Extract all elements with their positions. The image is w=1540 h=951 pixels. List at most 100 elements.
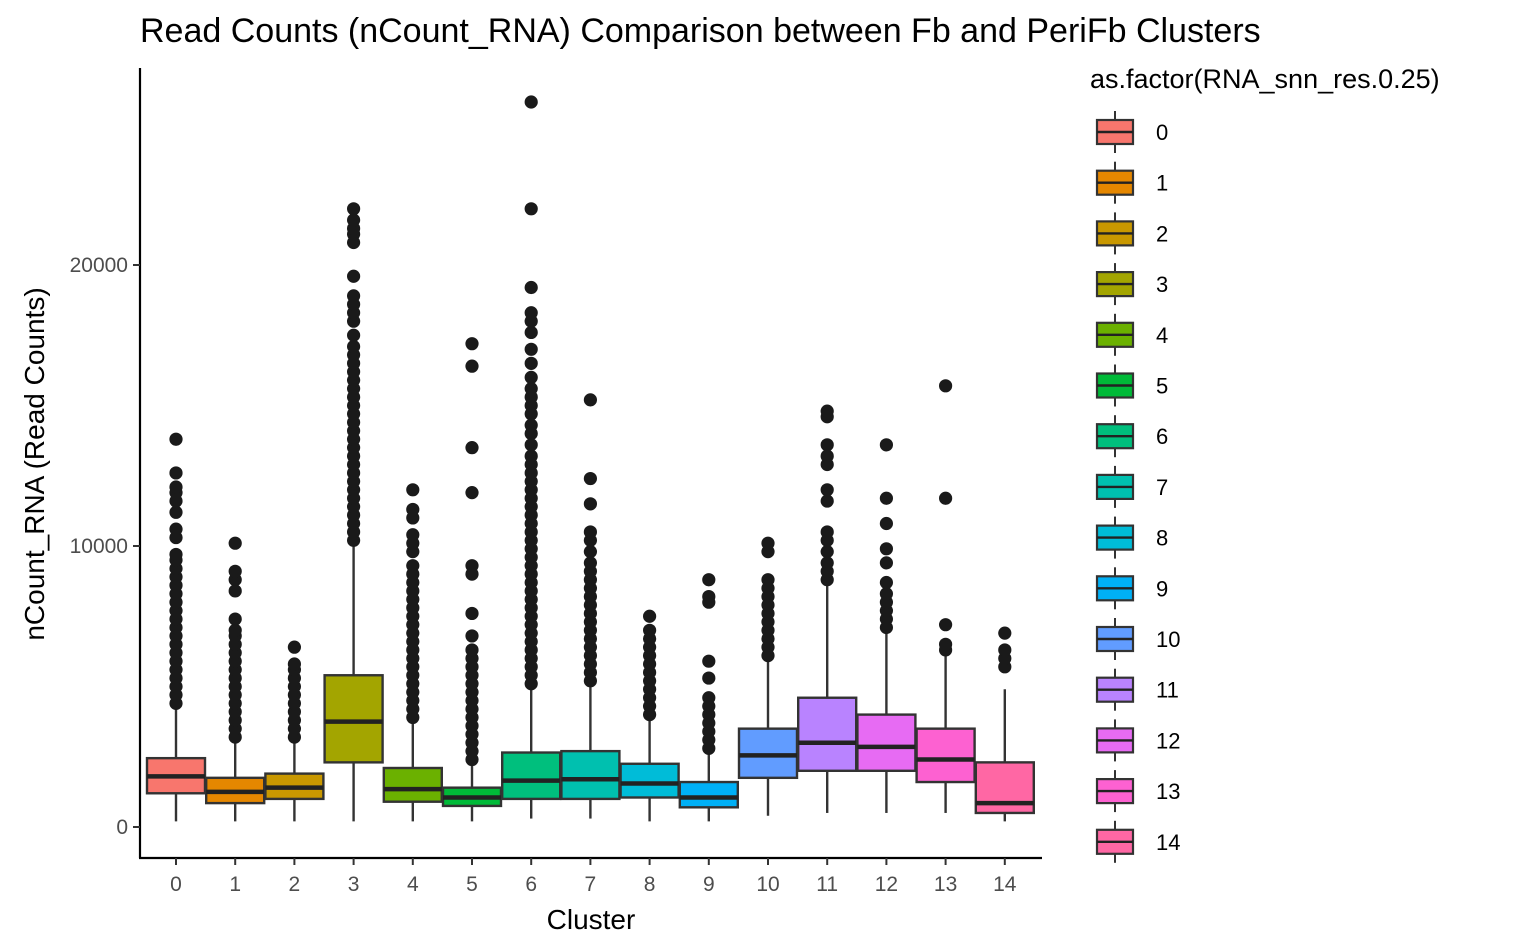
- outlier-point: [524, 280, 538, 295]
- outlier-point: [820, 483, 834, 497]
- outlier-point: [524, 306, 538, 320]
- box-iqr: [382, 766, 443, 803]
- box-cluster-12: [856, 438, 917, 813]
- outlier-point: [228, 564, 242, 578]
- outlier-point: [169, 505, 183, 519]
- legend-item-1: 1: [1095, 161, 1168, 204]
- legend-item-0: 0: [1095, 111, 1168, 153]
- outlier-point: [820, 525, 834, 539]
- outlier-point: [228, 584, 242, 598]
- outlier-point: [169, 547, 183, 562]
- box-iqr: [323, 674, 384, 764]
- y-tick-label: 20000: [70, 254, 128, 277]
- outlier-point: [347, 269, 361, 283]
- legend-label: 1: [1156, 171, 1168, 196]
- outlier-point: [879, 542, 894, 556]
- outlier-point: [820, 404, 834, 418]
- outlier-point: [406, 559, 420, 573]
- outlier-point: [761, 573, 775, 587]
- legend-label: 13: [1156, 779, 1180, 804]
- outlier-point: [406, 483, 420, 497]
- outlier-point: [879, 438, 894, 452]
- legend-item-5: 5: [1095, 364, 1168, 407]
- x-tick-label: 12: [875, 873, 898, 896]
- outlier-point: [228, 623, 242, 637]
- outlier-point: [702, 654, 716, 668]
- legend-item-6: 6: [1095, 415, 1168, 458]
- legend-label: 7: [1156, 475, 1168, 500]
- box-iqr: [619, 762, 680, 799]
- y-axis-ticks: 0 10000 20000: [70, 254, 140, 839]
- outlier-point: [169, 522, 183, 536]
- outlier-point: [702, 589, 716, 604]
- outlier-point: [939, 618, 953, 632]
- outlier-point: [465, 643, 479, 657]
- outlier-point: [465, 486, 479, 500]
- outlier-point: [465, 337, 479, 351]
- box-iqr: [856, 713, 917, 772]
- box-cluster-13: [915, 379, 976, 813]
- x-tick-label: 0: [170, 873, 182, 896]
- y-tick-label: 10000: [70, 535, 128, 558]
- outlier-point: [583, 556, 598, 570]
- outlier-point: [820, 494, 834, 508]
- outlier-point: [465, 559, 479, 573]
- y-tick-label: 0: [116, 816, 128, 839]
- x-tick-label: 9: [703, 873, 715, 896]
- x-tick-label: 5: [466, 873, 478, 896]
- outlier-point: [524, 438, 538, 452]
- outlier-point: [406, 502, 420, 517]
- outlier-point: [524, 356, 538, 370]
- legend-label: 8: [1156, 526, 1168, 551]
- outlier-point: [643, 623, 657, 637]
- outlier-point: [643, 609, 657, 623]
- x-tick-label: 10: [756, 873, 779, 896]
- box-cluster-10: [737, 536, 799, 816]
- legend-label: 4: [1156, 323, 1168, 348]
- outlier-point: [287, 657, 301, 671]
- outlier-point: [820, 438, 834, 452]
- outlier-point: [939, 637, 953, 651]
- legend-title: as.factor(RNA_snn_res.0.25): [1090, 64, 1440, 94]
- outlier-point: [524, 382, 538, 396]
- plot-area: [145, 95, 1035, 822]
- outlier-point: [702, 691, 716, 705]
- box-cluster-7: [560, 393, 621, 819]
- outlier-point: [465, 606, 479, 621]
- outlier-point: [347, 328, 361, 342]
- box-cluster-3: [323, 202, 384, 822]
- box-cluster-8: [619, 609, 680, 822]
- legend-item-13: 13: [1095, 770, 1180, 813]
- x-tick-label: 6: [525, 873, 537, 896]
- outlier-point: [524, 202, 538, 216]
- x-tick-label: 11: [816, 873, 838, 896]
- outlier-point: [524, 449, 538, 463]
- outlier-point: [939, 491, 953, 505]
- outlier-point: [820, 545, 834, 559]
- box-iqr: [797, 696, 858, 772]
- box-iqr: [501, 751, 562, 801]
- box-cluster-6: [501, 95, 562, 819]
- outlier-point: [465, 359, 479, 373]
- outlier-point: [702, 671, 716, 685]
- legend-label: 9: [1156, 576, 1168, 601]
- outlier-point: [169, 432, 183, 446]
- outlier-point: [879, 491, 894, 505]
- chart-title: Read Counts (nCount_RNA) Comparison betw…: [140, 12, 1261, 50]
- outlier-point: [583, 525, 598, 539]
- outlier-point: [820, 449, 834, 463]
- outlier-point: [524, 325, 538, 340]
- outlier-point: [583, 545, 598, 559]
- box-iqr: [560, 749, 621, 801]
- outlier-point: [998, 626, 1012, 640]
- box-cluster-5: [441, 337, 503, 822]
- legend-label: 3: [1156, 272, 1168, 297]
- x-tick-label: 3: [348, 873, 360, 896]
- x-tick-label: 13: [934, 873, 957, 896]
- outlier-point: [524, 418, 538, 432]
- outlier-point: [879, 575, 894, 590]
- legend-label: 14: [1156, 830, 1180, 855]
- outlier-point: [998, 643, 1012, 657]
- outlier-point: [879, 556, 894, 570]
- outlier-point: [524, 95, 538, 109]
